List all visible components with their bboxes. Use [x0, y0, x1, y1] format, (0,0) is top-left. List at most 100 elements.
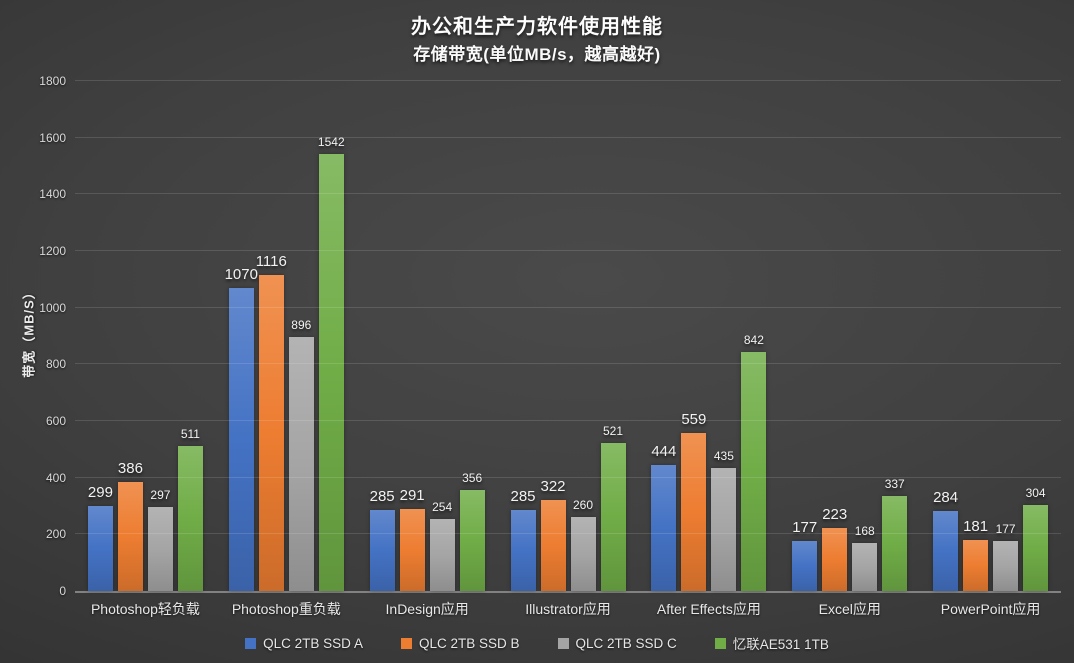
bar-value-label: 285: [510, 488, 536, 506]
bar: 386: [118, 460, 143, 591]
chart-subtitle: 存储带宽(单位MB/s，越高越好): [413, 45, 661, 64]
bar: 223: [822, 506, 847, 591]
bar: 168: [852, 524, 878, 591]
gridline: [75, 80, 1061, 81]
legend-label: QLC 2TB SSD C: [575, 635, 677, 651]
bar: 337: [882, 477, 908, 591]
bar-value-label: 181: [963, 517, 989, 535]
legend-swatch: [714, 637, 726, 649]
legend-item: QLC 2TB SSD B: [400, 635, 520, 651]
y-tick-label: 200: [45, 527, 66, 542]
bar-value-label: 284: [933, 488, 959, 506]
category-label: PowerPoint应用: [940, 601, 1041, 617]
bar-group: 177 223 168 337: [779, 81, 920, 591]
legend-label: 忆联AE531 1TB: [732, 637, 829, 652]
bar: 896: [288, 318, 314, 591]
legend-item: 忆联AE531 1TB: [714, 633, 829, 653]
bar-value-label: 285: [369, 488, 395, 506]
gridline: [75, 420, 1061, 421]
bar: 299: [88, 484, 113, 591]
bar: 260: [570, 498, 596, 591]
x-axis-category-labels: Photoshop轻负载 Photoshop重负载 InDesign应用 Illust…: [75, 599, 1061, 619]
bar: 284: [933, 489, 958, 591]
category-label: Illustrator应用: [525, 601, 611, 617]
bar-value-label: 322: [540, 477, 566, 495]
bar-value-label: 521: [602, 424, 624, 439]
y-tick-label: 0: [59, 584, 66, 598]
legend-swatch: [245, 637, 257, 649]
bar-value-label: 511: [180, 427, 200, 442]
legend: QLC 2TB SSD A QLC 2TB SSD B QLC 2TB SSD C 忆…: [0, 633, 1074, 653]
bar-group: 285 322 260 521: [498, 81, 639, 591]
gridline: [75, 250, 1061, 251]
category-label: InDesign应用: [385, 601, 469, 617]
bar-group: 285 291 254 356: [357, 81, 498, 591]
bar-value-label: 435: [713, 448, 734, 463]
y-axis-ticks: 0 200 400 600 800 1000 1200 1400 1600 1800: [0, 74, 66, 598]
gridline: [75, 193, 1061, 195]
category-label: Excel应用: [818, 601, 881, 617]
y-tick-label: 400: [45, 470, 66, 485]
bar-value-label: 559: [681, 410, 707, 428]
bar: 1116: [256, 253, 287, 591]
bar-value-label: 304: [1025, 485, 1046, 500]
bar: 356: [459, 471, 485, 591]
bar-value-label: 1070: [224, 265, 258, 283]
bar-value-label: 297: [150, 487, 171, 502]
bar: 177: [792, 519, 817, 591]
bar-value-label: 177: [995, 521, 1016, 536]
legend-swatch: [400, 637, 412, 649]
bar: 1542: [318, 135, 345, 591]
bar-value-label: 386: [117, 459, 143, 477]
bar: 297: [147, 488, 173, 591]
y-tick-label: 1600: [39, 130, 66, 145]
gridline: [75, 363, 1061, 365]
bar: 181: [963, 518, 988, 591]
y-tick-label: 1200: [39, 244, 66, 259]
chart-title: 办公和生产力软件使用性能: [411, 16, 663, 38]
legend-item: QLC 2TB SSD A: [245, 636, 363, 651]
bar: 291: [400, 487, 425, 591]
legend-swatch: [557, 637, 569, 649]
bar-value-label: 254: [432, 500, 453, 515]
bar: 842: [741, 333, 767, 591]
bar-groups: 299 386 297 511 1070 1116 896 1542 285 291 254 356 2…: [75, 81, 1061, 591]
bar: 511: [177, 427, 203, 591]
plot-area: 299 386 297 511 1070 1116 896 1542 285 291 254 356 2…: [75, 80, 1061, 593]
bar-value-label: 356: [462, 471, 483, 486]
bar: 254: [429, 500, 455, 591]
bar-group: 284 181 177 304: [920, 81, 1061, 591]
bar-value-label: 1116: [255, 252, 287, 270]
legend-label: QLC 2TB SSD B: [418, 635, 520, 651]
bar: 322: [540, 478, 566, 591]
category-label: After Effects应用: [656, 601, 761, 617]
gridline: [75, 136, 1061, 138]
bar-value-label: 168: [854, 524, 875, 539]
bar: 435: [711, 449, 737, 591]
gridline: [75, 476, 1061, 478]
y-tick-label: 1000: [39, 300, 66, 315]
bar-value-label: 444: [651, 443, 677, 461]
bar-value-label: 260: [572, 498, 594, 513]
bar: 521: [600, 424, 626, 591]
bar-value-label: 291: [399, 486, 425, 504]
category-label: Photoshop重负载: [231, 601, 341, 617]
gridline: [75, 533, 1061, 535]
bar: 285: [370, 488, 395, 591]
y-tick-label: 800: [45, 357, 66, 372]
bar-group: 1070 1116 896 1542: [216, 81, 357, 591]
bar: 1070: [225, 266, 258, 591]
category-label: Photoshop轻负载: [90, 601, 200, 617]
bar: 559: [681, 411, 706, 591]
bar: 304: [1023, 486, 1049, 591]
bar: 444: [651, 443, 676, 591]
bar: 177: [993, 522, 1019, 591]
bar-group: 299 386 297 511: [75, 81, 216, 591]
bar-value-label: 223: [822, 505, 848, 523]
legend-label: QLC 2TB SSD A: [263, 635, 363, 651]
bar: 285: [510, 488, 536, 591]
bar-value-label: 842: [743, 333, 764, 348]
y-tick-label: 600: [45, 414, 66, 429]
legend-item: QLC 2TB SSD C: [557, 635, 677, 651]
